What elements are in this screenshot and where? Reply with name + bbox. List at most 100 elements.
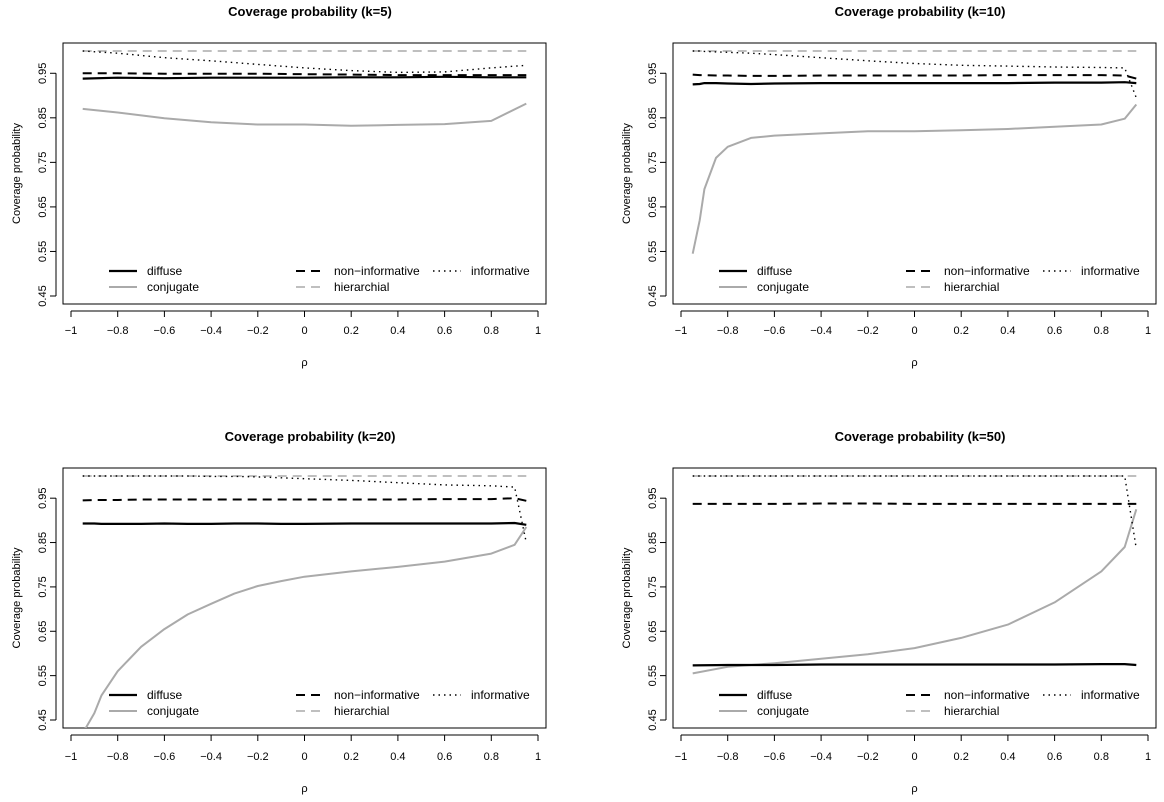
plot-frame xyxy=(672,467,1157,729)
y-tick-label: 0.95 xyxy=(647,487,659,508)
plot-frame xyxy=(672,42,1157,305)
y-tick-label: 0.95 xyxy=(37,63,49,84)
series-line-non-informative xyxy=(82,72,527,77)
x-tick-label: −0.8 xyxy=(717,751,739,763)
x-tick-label: −1 xyxy=(65,325,78,337)
y-tick-label: 0.75 xyxy=(647,576,659,597)
series-line-informative xyxy=(692,475,1137,549)
legend-label: non−informative xyxy=(944,688,1030,702)
legend-label: hierarchial xyxy=(944,280,999,294)
series-group xyxy=(692,475,1138,675)
y-tick-label: 0.75 xyxy=(37,152,49,173)
series-group xyxy=(82,50,527,127)
y-tick-label: 0.55 xyxy=(647,665,659,686)
legend-label: informative xyxy=(1081,264,1140,278)
series-line-conjugate xyxy=(84,526,528,728)
x-tick-label: 0.4 xyxy=(1000,325,1015,337)
x-tick-label: 0.4 xyxy=(390,751,405,763)
x-tick-label: 0.8 xyxy=(1094,325,1109,337)
y-tick-label: 0.55 xyxy=(37,241,49,262)
legend-label: hierarchial xyxy=(334,704,389,718)
x-tick-label: 0.8 xyxy=(1094,751,1109,763)
y-axis-label: Coverage probability xyxy=(11,547,23,648)
series-group xyxy=(691,50,1138,254)
x-tick-label: 0.6 xyxy=(1047,325,1062,337)
y-tick-label: 0.95 xyxy=(647,63,659,84)
x-tick-label: −0.4 xyxy=(200,751,222,763)
plot-frame xyxy=(62,467,547,729)
y-tick-label: 0.95 xyxy=(37,487,49,508)
legend-label: hierarchial xyxy=(334,280,389,294)
chart-panel-1: Coverage probability (k=5) −1 −0.8 −0.6 −0.4… xyxy=(11,4,547,369)
y-tick-label: 0.85 xyxy=(37,107,49,128)
x-tick-label: 0.8 xyxy=(484,751,499,763)
series-line-diffuse xyxy=(82,521,527,526)
x-tick-label: −0.2 xyxy=(247,751,269,763)
x-tick-label: −0.6 xyxy=(154,751,176,763)
series-group xyxy=(82,475,528,728)
x-tick-label: −0.8 xyxy=(717,325,739,337)
y-axis-label: Coverage probability xyxy=(621,547,633,648)
x-tick-label: 0 xyxy=(301,325,307,337)
chart-title: Coverage probability (k=20) xyxy=(225,429,396,444)
x-tick-label: −1 xyxy=(675,751,688,763)
legend-label: informative xyxy=(1081,688,1140,702)
x-tick-label: −0.6 xyxy=(764,751,786,763)
y-tick-label: 0.45 xyxy=(37,709,49,730)
legend: diffuse non−informative informative conjuga… xyxy=(109,688,530,718)
x-tick-label: 1 xyxy=(535,325,541,337)
x-tick-label: 0 xyxy=(911,325,917,337)
y-tick-label: 0.45 xyxy=(647,709,659,730)
x-tick-label: 0.4 xyxy=(390,325,405,337)
x-tick-label: −0.2 xyxy=(857,325,879,337)
chart-panel-2: Coverage probability (k=10) −1 −0.8 −0.6 −0.… xyxy=(621,4,1157,369)
series-line-diffuse xyxy=(82,75,527,80)
legend-label: diffuse xyxy=(757,264,792,278)
legend-label: non−informative xyxy=(334,688,420,702)
y-tick-label: 0.65 xyxy=(37,621,49,642)
x-tick-label: −0.2 xyxy=(247,325,269,337)
chart-panel-3: Coverage probability (k=20) −1 −0.8 −0.6 −0.… xyxy=(11,429,547,795)
x-axis-label: ρ xyxy=(301,357,307,369)
legend-label: non−informative xyxy=(944,264,1030,278)
x-tick-label: −0.8 xyxy=(107,751,129,763)
legend-label: conjugate xyxy=(147,704,199,718)
plot-frame xyxy=(62,42,547,305)
x-tick-label: −0.6 xyxy=(764,325,786,337)
x-tick-label: −0.8 xyxy=(107,325,129,337)
legend-label: informative xyxy=(471,688,530,702)
y-axis-label: Coverage probability xyxy=(621,123,633,224)
series-line-diffuse xyxy=(692,662,1137,667)
legend-label: non−informative xyxy=(334,264,420,278)
legend: diffuse non−informative informative conjuga… xyxy=(719,264,1140,294)
x-axis-label: ρ xyxy=(911,357,917,369)
chart-title: Coverage probability (k=5) xyxy=(228,4,392,19)
series-line-conjugate xyxy=(82,102,527,127)
x-tick-label: −1 xyxy=(675,325,688,337)
legend-label: conjugate xyxy=(147,280,199,294)
series-line-conjugate xyxy=(692,509,1138,675)
legend-label: diffuse xyxy=(147,264,182,278)
legend: diffuse non−informative informative conjuga… xyxy=(719,688,1140,718)
y-tick-label: 0.45 xyxy=(37,285,49,306)
y-tick-label: 0.75 xyxy=(647,152,659,173)
series-line-informative xyxy=(82,475,527,543)
chart-panel-4: Coverage probability (k=50) −1 −0.8 −0.6 −0.… xyxy=(621,429,1157,795)
chart-title: Coverage probability (k=50) xyxy=(835,429,1006,444)
x-tick-label: 0.6 xyxy=(1047,751,1062,763)
x-tick-label: −0.6 xyxy=(154,325,176,337)
legend-label: conjugate xyxy=(757,280,809,294)
x-tick-label: 0.6 xyxy=(437,751,452,763)
y-tick-label: 0.55 xyxy=(37,665,49,686)
x-axis-label: ρ xyxy=(301,783,307,795)
y-tick-label: 0.45 xyxy=(647,285,659,306)
series-line-non-informative xyxy=(692,73,1137,80)
x-tick-label: 0.8 xyxy=(484,325,499,337)
y-tick-label: 0.85 xyxy=(37,532,49,553)
y-tick-label: 0.85 xyxy=(647,107,659,128)
series-line-non-informative xyxy=(82,497,527,502)
x-tick-label: −1 xyxy=(65,751,78,763)
y-tick-label: 0.55 xyxy=(647,241,659,262)
x-tick-label: −0.4 xyxy=(810,325,832,337)
